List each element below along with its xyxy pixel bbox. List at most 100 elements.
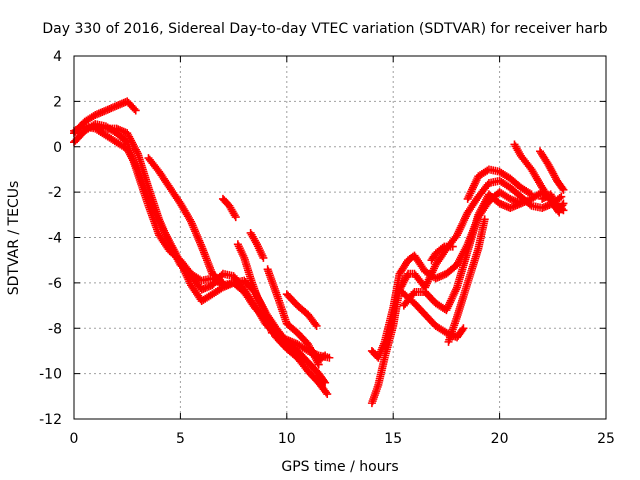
data-marker-run (368, 382, 382, 406)
x-axis-label: GPS time / hours (281, 459, 398, 475)
data-point (323, 390, 332, 399)
data-marker-run (177, 201, 194, 224)
data-point (516, 199, 525, 208)
data-marker-run (114, 130, 130, 145)
data-marker-run (198, 244, 216, 276)
x-tick-label: 0 (70, 431, 79, 447)
data-marker-run (443, 262, 460, 277)
data-marker-run (381, 324, 397, 360)
series-track-5 (144, 154, 227, 287)
data-marker-run (486, 191, 503, 207)
y-tick-label: -4 (48, 231, 62, 247)
x-tick-label: 15 (384, 431, 402, 447)
data-marker-run (316, 352, 328, 363)
data-marker-run (445, 314, 461, 344)
data-marker-run (209, 271, 226, 286)
data-marker-run (226, 203, 239, 220)
data-marker-run (187, 219, 205, 249)
data-point (267, 328, 276, 337)
y-tick-label: 0 (53, 140, 62, 156)
data-marker-run (405, 252, 417, 264)
series-track-17 (444, 215, 489, 346)
data-marker-run (305, 359, 322, 377)
data-marker-run (475, 180, 492, 199)
data-marker-run (295, 341, 311, 354)
data-marker-run (253, 294, 269, 315)
axis-ticks: 0 5 10 15 20 25 -12 -10 -8 -6 -4 -2 0 2 4 (39, 49, 615, 447)
data-marker-run (497, 177, 513, 191)
data-point (312, 321, 321, 330)
series-track-8 (246, 228, 268, 262)
data-marker-run (518, 153, 535, 172)
data-markers (70, 97, 568, 408)
data-marker-run (220, 196, 233, 209)
series-track-1 (70, 97, 140, 138)
data-point (231, 213, 240, 222)
data-marker-run (518, 184, 534, 198)
data-marker-run (199, 291, 215, 304)
data-marker-run (428, 251, 439, 263)
y-axis-label: SDTVAR / TECUs (6, 181, 22, 296)
data-marker-run (507, 175, 524, 191)
data-marker-run (374, 355, 389, 387)
data-point (321, 351, 330, 360)
data-marker-run (124, 98, 139, 113)
data-point (459, 324, 468, 333)
data-point (480, 215, 489, 224)
data-marker-run (274, 296, 291, 326)
data-marker-run (241, 287, 258, 308)
y-tick-label: -2 (48, 185, 62, 201)
data-marker-run (453, 249, 472, 290)
data-marker-run (497, 168, 513, 182)
data-marker-run (389, 287, 404, 328)
data-marker-run (294, 302, 311, 318)
data-point (131, 106, 140, 115)
data-marker-run (475, 192, 492, 217)
data-marker-run (453, 210, 471, 238)
y-tick-label: 2 (53, 94, 62, 110)
y-tick-label: 4 (53, 49, 62, 65)
data-point (527, 190, 536, 199)
series-track-7 (233, 240, 276, 337)
data-marker-run (71, 128, 88, 145)
series-track-9 (263, 265, 323, 369)
series-track-20 (536, 147, 568, 194)
data-marker-run (156, 232, 173, 254)
data-marker-run (539, 191, 553, 203)
data-marker-run (315, 371, 329, 386)
data-marker-run (381, 305, 397, 344)
data-marker-run (294, 348, 311, 365)
data-marker-run (422, 312, 439, 329)
data-marker-run (124, 146, 141, 172)
data-marker-run (474, 217, 489, 251)
x-tick-label: 25 (597, 431, 615, 447)
data-marker-run (433, 243, 447, 257)
data-point (557, 192, 566, 201)
series-track-3 (70, 122, 330, 387)
data-marker-run (497, 189, 513, 202)
data-marker-run (145, 155, 162, 175)
x-tick-label: 10 (278, 431, 296, 447)
series-track-2 (70, 120, 332, 399)
data-point (321, 378, 330, 387)
data-point (259, 253, 268, 262)
data-marker-run (284, 321, 300, 336)
data-marker-run (411, 300, 428, 318)
data-marker-run (396, 257, 412, 277)
data-marker-run (156, 169, 173, 190)
chart-title: Day 330 of 2016, Sidereal Day-to-day VTE… (42, 21, 607, 37)
data-marker-run (464, 174, 482, 202)
data-point (325, 353, 334, 362)
data-marker-run (453, 280, 472, 319)
data-marker-run (406, 269, 417, 278)
data-point (218, 278, 227, 287)
y-tick-label: -12 (39, 412, 62, 428)
y-tick-label: -8 (48, 321, 62, 337)
data-marker-run (411, 253, 428, 274)
data-marker-run (315, 380, 331, 397)
series-track-18 (463, 165, 536, 203)
x-tick-label: 5 (176, 431, 185, 447)
data-marker-run (251, 303, 269, 326)
y-tick-label: -6 (48, 276, 62, 292)
data-marker-run (155, 217, 173, 247)
